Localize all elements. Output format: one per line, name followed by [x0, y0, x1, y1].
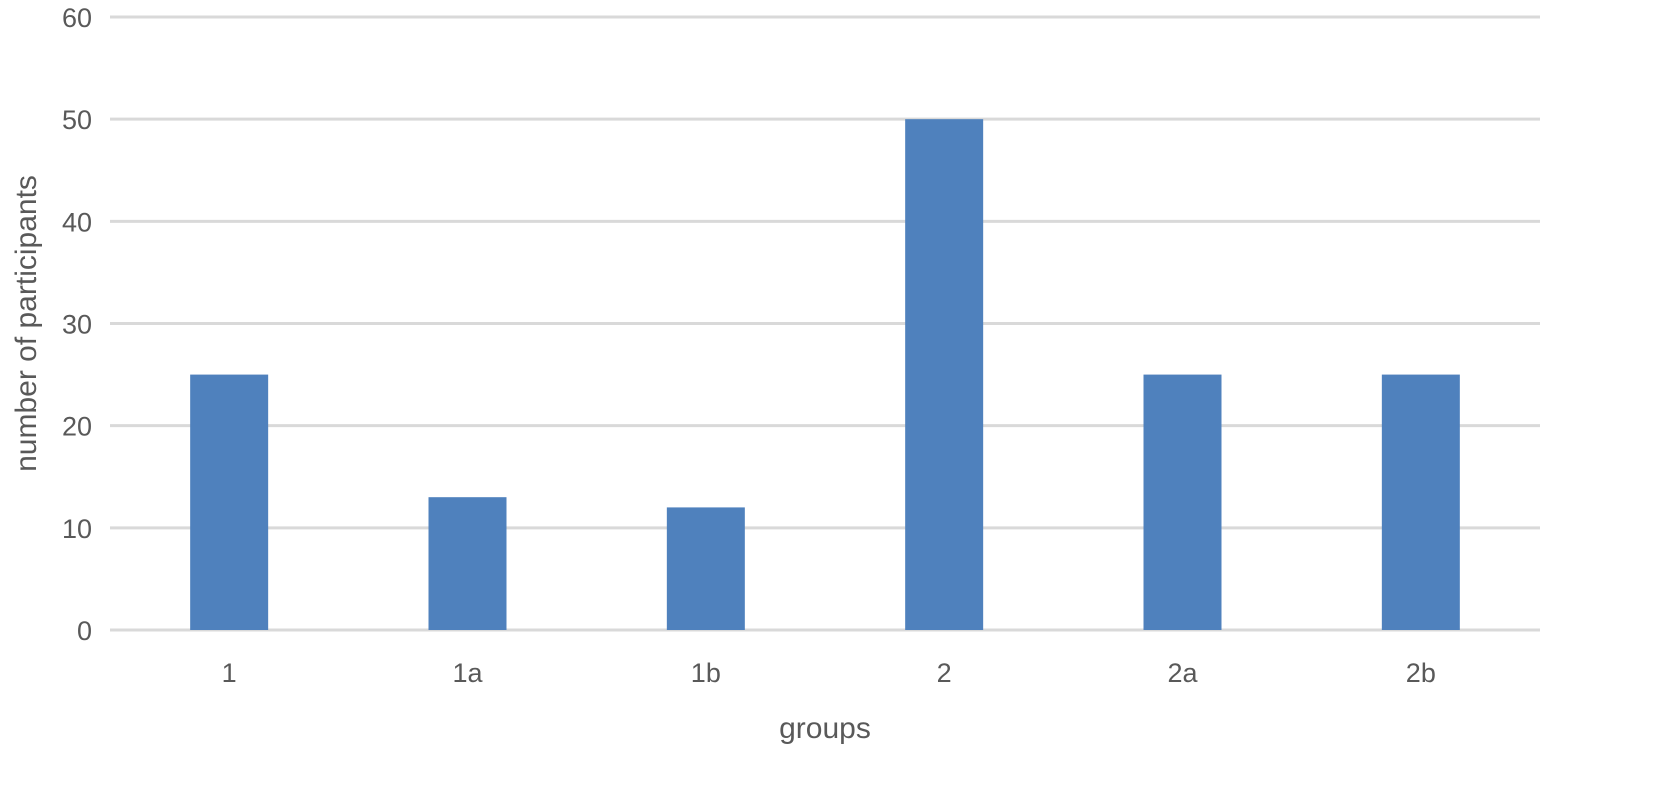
bar-1b: [666, 507, 745, 630]
bars: [190, 119, 1460, 631]
y-tick-label: 50: [62, 105, 92, 135]
bar-1a: [428, 497, 507, 630]
x-tick-label: 1a: [452, 658, 483, 688]
y-tick-label: 30: [62, 310, 92, 340]
bar-1: [190, 374, 269, 630]
x-tick-label: 2a: [1167, 658, 1198, 688]
y-tick-label: 0: [77, 616, 92, 646]
x-tick-label: 1b: [691, 658, 721, 688]
bar-2a: [1143, 374, 1222, 630]
x-tick-label: 1: [222, 658, 237, 688]
y-axis-ticks: 0 10 20 30 40 50 60: [62, 3, 92, 646]
y-axis-title: number of participants: [10, 175, 43, 472]
x-axis-title: groups: [779, 712, 871, 745]
x-tick-label: 2b: [1406, 658, 1436, 688]
bar-2: [905, 119, 984, 631]
y-tick-label: 10: [62, 514, 92, 544]
gridlines: [110, 15, 1540, 632]
y-tick-label: 60: [62, 3, 92, 33]
bar-2b: [1381, 374, 1460, 630]
x-axis-ticks: 1 1a 1b 2 2a 2b: [222, 658, 1436, 688]
y-tick-label: 20: [62, 412, 92, 442]
y-tick-label: 40: [62, 207, 92, 237]
x-tick-label: 2: [937, 658, 952, 688]
